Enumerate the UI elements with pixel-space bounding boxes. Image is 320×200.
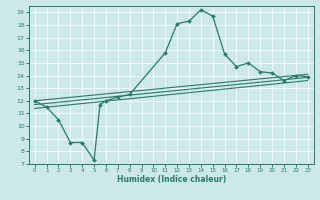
X-axis label: Humidex (Indice chaleur): Humidex (Indice chaleur) <box>116 175 226 184</box>
